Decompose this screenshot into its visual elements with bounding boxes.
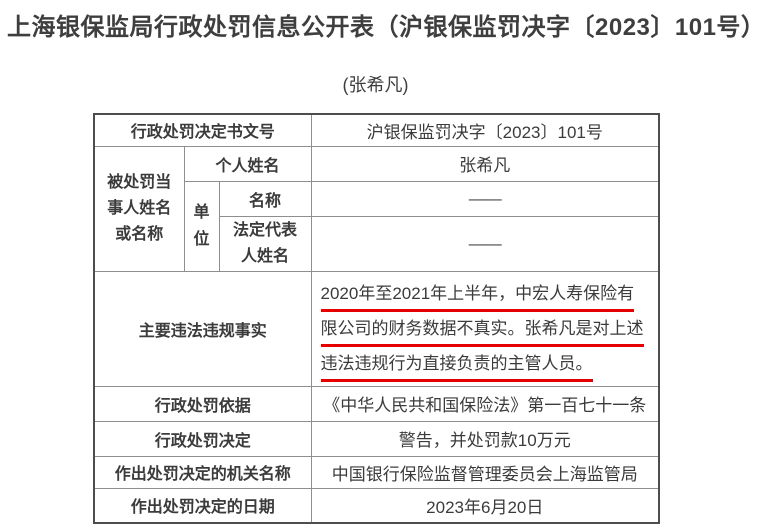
unit-name-label: 名称 xyxy=(218,180,312,217)
row-date: 作出处罚决定的日期 2023年6月20日 xyxy=(93,487,660,524)
facts-line: 限公司的财务数据不真实。张希凡是对上述 xyxy=(320,312,653,347)
page-subtitle: (张希凡) xyxy=(342,75,409,95)
decision-value: 警告，并处罚款10万元 xyxy=(310,420,660,457)
row-unit-name: 单位 名称 —— xyxy=(94,180,660,272)
red-underline: 限公司的财务数据不真实。张希凡是对上述 xyxy=(320,316,644,347)
row-facts: 主要违法违规事实 2020年至2021年上半年，中宏人寿保险有 限公司的财务数据… xyxy=(93,270,660,387)
legal-rep-value: —— xyxy=(310,215,660,272)
personal-name-value: 张希凡 xyxy=(310,145,660,182)
doc-number-value: 沪银保监罚决字〔2023〕101号 xyxy=(310,113,660,147)
unit-label: 单位 xyxy=(183,180,220,272)
authority-value: 中国银行保险监督管理委员会上海监管局 xyxy=(310,455,660,489)
facts-line: 违法违规行为直接负责的主管人员。 xyxy=(320,347,653,382)
basis-value: 《中华人民共和国保险法》第一百七十一条 xyxy=(310,385,660,422)
doc-number-label: 行政处罚决定书文号 xyxy=(93,113,312,147)
facts-value: 2020年至2021年上半年，中宏人寿保险有 限公司的财务数据不真实。张希凡是对… xyxy=(310,270,660,387)
unit-name-value: —— xyxy=(310,180,660,217)
facts-label: 主要违法违规事实 xyxy=(93,270,312,387)
basis-label: 行政处罚依据 xyxy=(93,385,312,422)
page-title: 上海银保监局行政处罚信息公开表（沪银保监罚决字〔2023〕101号） xyxy=(7,14,766,41)
legal-rep-label: 法定代表人姓名 xyxy=(218,215,312,272)
authority-label: 作出处罚决定的机关名称 xyxy=(93,455,312,489)
red-underline: 违法违规行为直接负责的主管人员。 xyxy=(320,351,593,382)
red-underline: 2020年至2021年上半年，中宏人寿保险有 xyxy=(320,281,635,312)
row-legal-rep: 法定代表人姓名 —— xyxy=(94,215,660,272)
row-basis: 行政处罚依据 《中华人民共和国保险法》第一百七十一条 xyxy=(93,385,660,422)
row-authority: 作出处罚决定的机关名称 中国银行保险监督管理委员会上海监管局 xyxy=(93,455,660,489)
facts-line: 2020年至2021年上半年，中宏人寿保险有 xyxy=(320,277,653,312)
row-decision: 行政处罚决定 警告，并处罚款10万元 xyxy=(93,420,660,457)
row-personal-name: 被处罚当事人姓名或名称 个人姓名 张希凡 xyxy=(93,145,660,272)
party-label: 被处罚当事人姓名或名称 xyxy=(93,145,185,272)
personal-name-label: 个人姓名 xyxy=(183,145,312,182)
decision-label: 行政处罚决定 xyxy=(93,420,312,457)
penalty-info-table: 行政处罚决定书文号 沪银保监罚决字〔2023〕101号 被处罚当事人姓名或名称 … xyxy=(93,113,661,524)
date-value: 2023年6月20日 xyxy=(310,487,660,524)
row-doc-number: 行政处罚决定书文号 沪银保监罚决字〔2023〕101号 xyxy=(93,113,660,147)
date-label: 作出处罚决定的日期 xyxy=(93,487,312,524)
